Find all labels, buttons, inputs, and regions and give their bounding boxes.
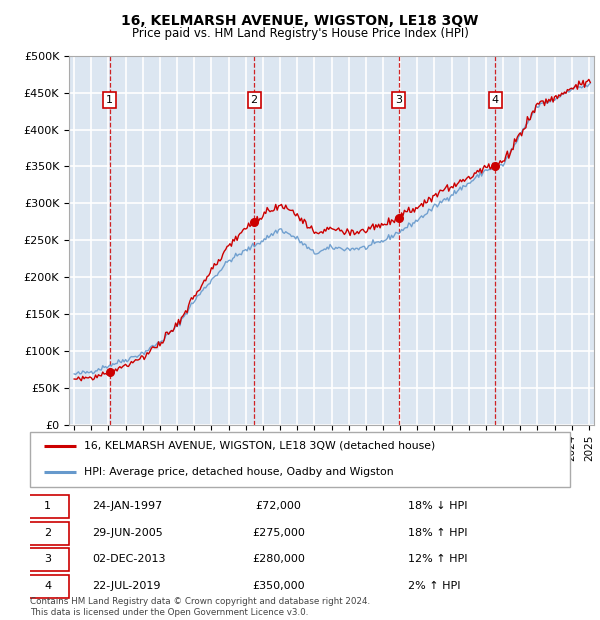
Text: 12% ↑ HPI: 12% ↑ HPI [408,554,467,564]
FancyBboxPatch shape [28,548,69,571]
Text: 3: 3 [395,95,402,105]
FancyBboxPatch shape [30,432,570,487]
Text: 2: 2 [251,95,258,105]
Text: 22-JUL-2019: 22-JUL-2019 [92,581,161,591]
Text: 29-JUN-2005: 29-JUN-2005 [92,528,163,538]
Text: £275,000: £275,000 [252,528,305,538]
Text: £350,000: £350,000 [252,581,305,591]
Text: 4: 4 [44,581,52,591]
Text: 4: 4 [492,95,499,105]
Text: 02-DEC-2013: 02-DEC-2013 [92,554,166,564]
Text: 18% ↑ HPI: 18% ↑ HPI [408,528,467,538]
Text: £72,000: £72,000 [256,502,301,512]
FancyBboxPatch shape [28,495,69,518]
FancyBboxPatch shape [28,521,69,545]
FancyBboxPatch shape [28,575,69,598]
Text: 18% ↓ HPI: 18% ↓ HPI [408,502,467,512]
Text: 16, KELMARSH AVENUE, WIGSTON, LE18 3QW (detached house): 16, KELMARSH AVENUE, WIGSTON, LE18 3QW (… [84,441,435,451]
Text: 3: 3 [44,554,52,564]
Text: 1: 1 [106,95,113,105]
Text: 24-JAN-1997: 24-JAN-1997 [92,502,163,512]
Text: 16, KELMARSH AVENUE, WIGSTON, LE18 3QW: 16, KELMARSH AVENUE, WIGSTON, LE18 3QW [121,14,479,28]
Text: Contains HM Land Registry data © Crown copyright and database right 2024.
This d: Contains HM Land Registry data © Crown c… [30,598,370,617]
Text: 2: 2 [44,528,52,538]
Text: £280,000: £280,000 [252,554,305,564]
Text: 2% ↑ HPI: 2% ↑ HPI [408,581,461,591]
Text: 1: 1 [44,502,52,512]
Text: Price paid vs. HM Land Registry's House Price Index (HPI): Price paid vs. HM Land Registry's House … [131,27,469,40]
Text: HPI: Average price, detached house, Oadby and Wigston: HPI: Average price, detached house, Oadb… [84,467,394,477]
